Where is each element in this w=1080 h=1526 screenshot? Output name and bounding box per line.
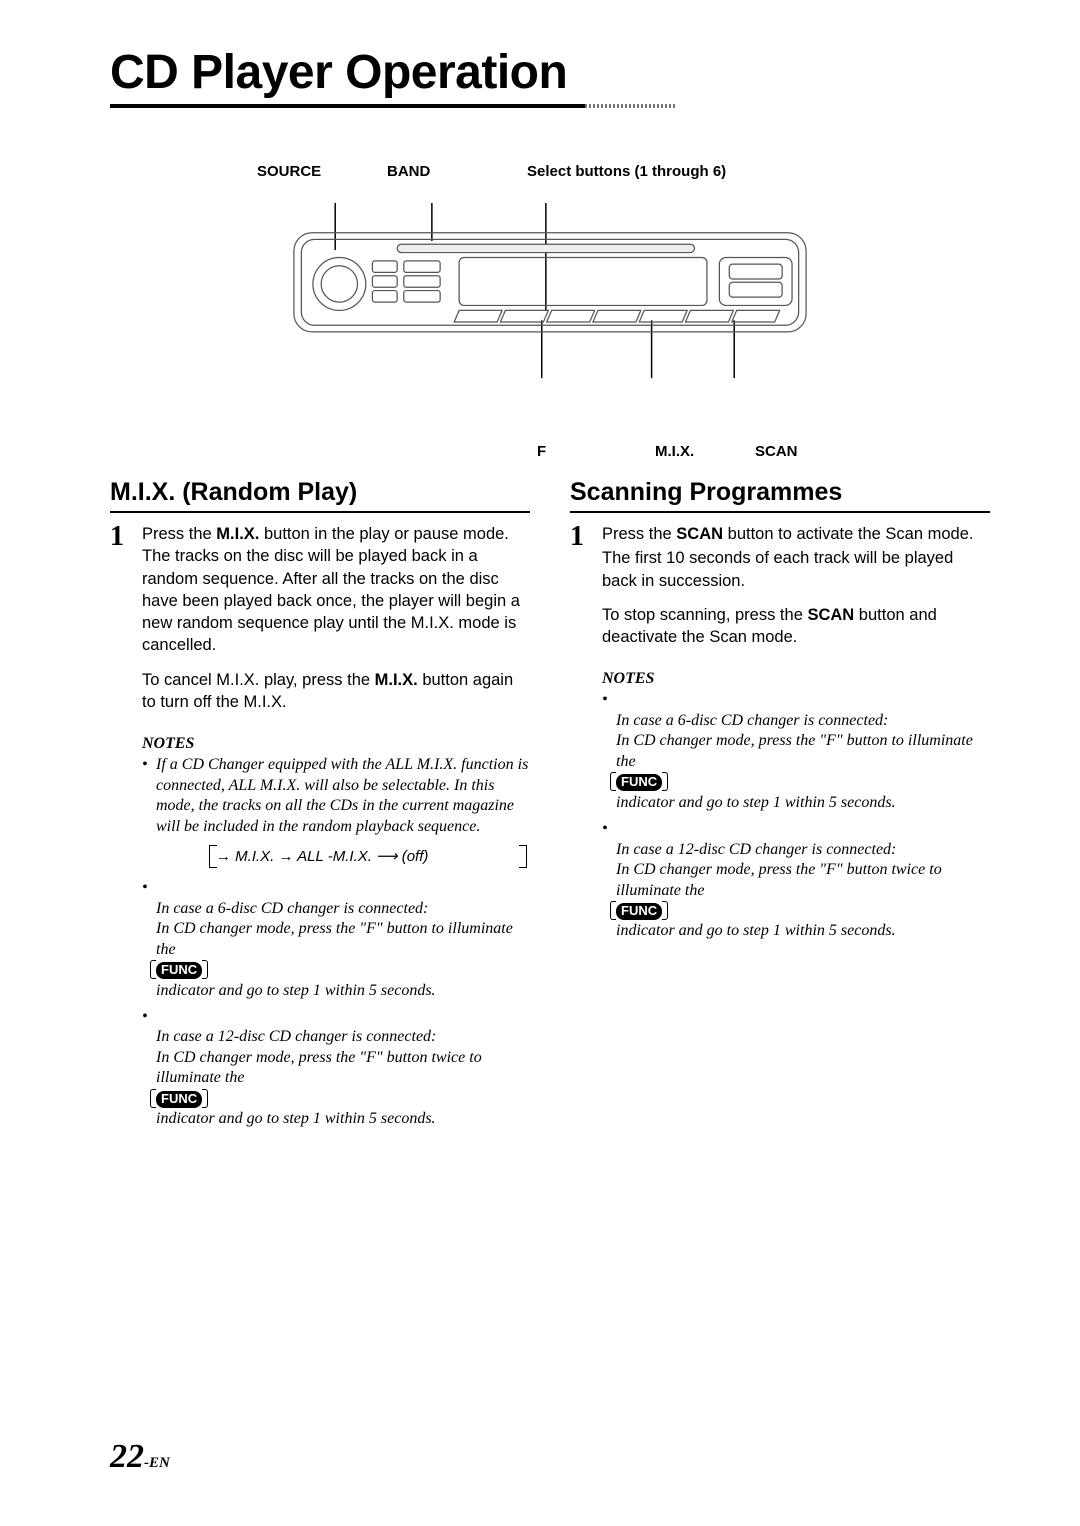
func-indicator-icon: FUNC (616, 903, 662, 920)
step-number: 1 (570, 523, 592, 660)
page-title-block: CD Player Operation (110, 45, 990, 108)
bold-text: M.I.X. (375, 671, 418, 689)
note-text: indicator and go to step 1 within 5 seco… (616, 794, 896, 811)
paragraph: Press the M.I.X. button in the play or p… (142, 523, 530, 657)
sequence-diagram: → M.I.X. → ALL -M.I.X. ⟶ (off) (206, 845, 530, 868)
note-text: indicator and go to step 1 within 5 seco… (616, 922, 896, 939)
notes-list-right: In case a 6-disc CD changer is connected… (602, 690, 990, 942)
note-text: indicator and go to step 1 within 5 seco… (156, 1110, 436, 1127)
func-indicator-icon: FUNC (156, 962, 202, 979)
label-scan: SCAN (755, 443, 798, 460)
text: button in the play or pause mode. The tr… (142, 525, 520, 654)
text: button to activate the Scan mode. (723, 525, 973, 543)
label-select-buttons: Select buttons (1 through 6) (527, 163, 726, 180)
title-underline (110, 104, 990, 108)
paragraph: The first 10 seconds of each track will … (602, 547, 990, 592)
underline-solid (110, 104, 585, 108)
note-text: In case a 6-disc CD changer is connected… (156, 900, 513, 958)
bold-text: M.I.X. (216, 525, 259, 543)
note-text: indicator and go to step 1 within 5 seco… (156, 982, 436, 999)
paragraph: To stop scanning, press the SCAN button … (602, 604, 990, 649)
note-item: In case a 12-disc CD changer is connecte… (602, 819, 990, 942)
label-f: F (537, 443, 546, 460)
step-number: 1 (110, 523, 132, 725)
device-diagram: SOURCE BAND Select buttons (1 through 6) (235, 163, 865, 443)
section-heading-scan: Scanning Programmes (570, 478, 990, 513)
paragraph: To cancel M.I.X. play, press the M.I.X. … (142, 669, 530, 714)
label-mix: M.I.X. (655, 443, 694, 460)
notes-list-left: If a CD Changer equipped with the ALL M.… (142, 755, 530, 1130)
text: Press the (602, 525, 676, 543)
page-number-main: 22 (110, 1438, 144, 1475)
note-text: In case a 12-disc CD changer is connecte… (156, 1028, 482, 1086)
text: To cancel M.I.X. play, press the (142, 671, 375, 689)
step-body: Press the M.I.X. button in the play or p… (142, 523, 530, 725)
step-1-right: 1 Press the SCAN button to activate the … (570, 523, 990, 660)
label-source: SOURCE (257, 163, 321, 180)
left-column: M.I.X. (Random Play) 1 Press the M.I.X. … (110, 478, 530, 1136)
bracket-right-icon (519, 845, 527, 868)
note-text: In case a 12-disc CD changer is connecte… (616, 841, 942, 899)
note-item: If a CD Changer equipped with the ALL M.… (142, 755, 530, 868)
step-body: Press the SCAN button to activate the Sc… (602, 523, 990, 660)
sequence-text: → M.I.X. → ALL -M.I.X. ⟶ (off) (216, 848, 428, 865)
page-title: CD Player Operation (110, 45, 990, 100)
note-text: In case a 6-disc CD changer is connected… (616, 712, 973, 770)
right-column: Scanning Programmes 1 Press the SCAN but… (570, 478, 990, 1136)
paragraph: Press the SCAN button to activate the Sc… (602, 523, 990, 545)
func-indicator-icon: FUNC (156, 1091, 202, 1108)
func-indicator-icon: FUNC (616, 774, 662, 791)
page-number-suffix: -EN (144, 1455, 170, 1471)
car-stereo-icon (235, 203, 865, 393)
label-band: BAND (387, 163, 430, 180)
notes-heading: NOTES (142, 735, 530, 753)
page-number: 22-EN (110, 1438, 170, 1476)
bracket-left-icon (209, 845, 217, 868)
bold-text: SCAN (676, 525, 723, 543)
note-text: If a CD Changer equipped with the ALL M.… (156, 756, 528, 834)
note-item: In case a 6-disc CD changer is connected… (602, 690, 990, 813)
text: To stop scanning, press the (602, 606, 807, 624)
content-columns: M.I.X. (Random Play) 1 Press the M.I.X. … (110, 478, 990, 1136)
note-item: In case a 6-disc CD changer is connected… (142, 878, 530, 1001)
text: Press the (142, 525, 216, 543)
bold-text: SCAN (807, 606, 854, 624)
manual-page: CD Player Operation SOURCE BAND Select b… (0, 0, 1080, 1526)
section-heading-mix: M.I.X. (Random Play) (110, 478, 530, 513)
underline-hatch (585, 104, 675, 108)
notes-heading: NOTES (602, 670, 990, 688)
step-1-left: 1 Press the M.I.X. button in the play or… (110, 523, 530, 725)
note-item: In case a 12-disc CD changer is connecte… (142, 1007, 530, 1130)
